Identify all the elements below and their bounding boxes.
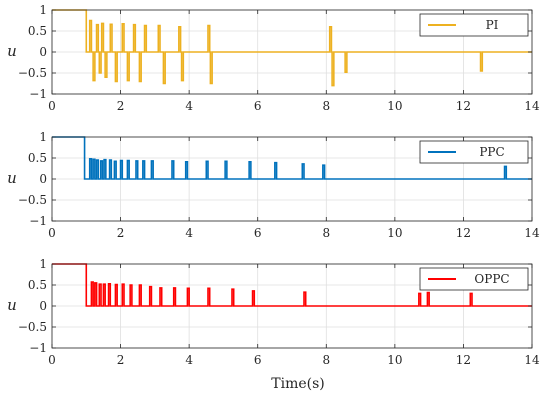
y-tick-label: 0 <box>39 172 47 186</box>
y-tick-label: 0.5 <box>28 278 47 292</box>
x-tick-label: 14 <box>524 226 540 240</box>
x-tick-label: 2 <box>117 353 125 367</box>
y-tick-label: 1 <box>39 3 47 17</box>
x-tick-label: 0 <box>48 353 56 367</box>
legend-box <box>419 267 529 291</box>
panel-3: 0 2 4 6 8 10 12 14 1 0.5 0 −0.5 −1 u OPPC <box>7 257 540 367</box>
x-tick-label: 14 <box>524 353 540 367</box>
x-tick-label: 8 <box>322 353 330 367</box>
series-line-ppc <box>52 136 532 180</box>
y-tick-label: 0.5 <box>28 24 47 38</box>
x-tick-label: 6 <box>254 226 262 240</box>
x-tick-label: 6 <box>254 353 262 367</box>
legend: PI <box>419 13 529 37</box>
legend-box <box>419 140 529 164</box>
x-tick-label: 2 <box>117 226 125 240</box>
x-tick-label: 12 <box>456 226 471 240</box>
y-tick-label: −1 <box>29 214 47 228</box>
y-tick-label: 0.5 <box>28 151 47 165</box>
legend-label: PI <box>486 18 499 32</box>
x-tick-label: 2 <box>117 99 125 113</box>
x-tick-label: 10 <box>387 99 402 113</box>
legend-label: PPC <box>479 145 504 159</box>
x-tick-label: 0 <box>48 99 56 113</box>
y-tick-label: −0.5 <box>18 320 47 334</box>
x-tick-label: 12 <box>456 353 471 367</box>
y-tick-label: −0.5 <box>18 66 47 80</box>
legend: PPC <box>419 140 529 164</box>
legend: OPPC <box>419 267 529 291</box>
x-tick-label: 4 <box>185 226 193 240</box>
y-tick-label: −1 <box>29 87 47 101</box>
x-tick-label: 14 <box>524 99 540 113</box>
y-axis-label: u <box>7 169 17 187</box>
y-tick-label: 0 <box>39 299 47 313</box>
series-line-pi <box>52 9 532 87</box>
x-tick-label: 10 <box>387 226 402 240</box>
y-axis-label: u <box>7 296 17 314</box>
y-tick-label: 1 <box>39 130 47 144</box>
y-tick-label: 0 <box>39 45 47 59</box>
x-tick-label: 12 <box>456 99 471 113</box>
x-tick-label: 4 <box>185 99 193 113</box>
y-tick-label: −1 <box>29 341 47 355</box>
legend-box <box>419 13 529 37</box>
y-tick-label: −0.5 <box>18 193 47 207</box>
x-tick-label: 8 <box>322 99 330 113</box>
x-tick-label: 8 <box>322 226 330 240</box>
series-line-oppc <box>52 263 532 307</box>
panel-2: 0 2 4 6 8 10 12 14 1 0.5 0 −0.5 −1 u PPC <box>7 130 540 240</box>
x-tick-label: 4 <box>185 353 193 367</box>
x-tick-label: 10 <box>387 353 402 367</box>
legend-label: OPPC <box>474 272 509 286</box>
x-tick-label: 6 <box>254 99 262 113</box>
panel-1: 0 2 4 6 8 10 12 14 1 0.5 0 −0.5 −1 u PI <box>7 3 540 113</box>
y-axis-label: u <box>7 42 17 60</box>
x-axis-label: Time(s) <box>271 376 324 392</box>
y-tick-label: 1 <box>39 257 47 271</box>
x-tick-label: 0 <box>48 226 56 240</box>
